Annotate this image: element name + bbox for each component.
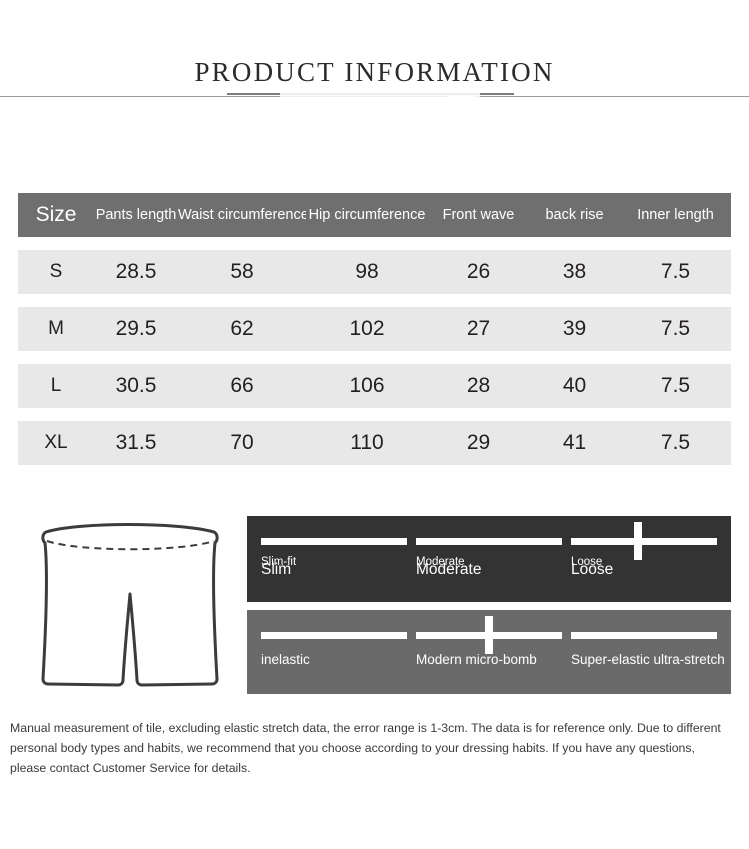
cell-pants-length: 29.5 <box>115 317 157 340</box>
column-header-waist-circumference: Waist circumference <box>178 207 306 223</box>
cell-inner-length: 7.5 <box>660 260 691 283</box>
cell-pants-length: 28.5 <box>115 260 157 283</box>
cell-pants-length: 31.5 <box>115 431 157 454</box>
stretch-segment-bar <box>571 632 717 639</box>
cell-size: XL <box>44 432 68 453</box>
page-title: PRODUCT INFORMATION <box>194 57 555 87</box>
cell-front-wave: 28 <box>466 374 491 397</box>
column-header-inner-length: Inner length <box>637 207 714 223</box>
fit-label-small: Slim-fit <box>261 556 297 568</box>
fit-segment-bar <box>571 538 717 545</box>
lower-section: Slim-fit Slim Moderate Moderate Loose Lo… <box>0 508 749 704</box>
cell-pants-length: 30.5 <box>115 374 157 397</box>
fit-scale-panel: Slim-fit Slim Moderate Moderate Loose Lo… <box>247 516 731 602</box>
column-header-hip-circumference: Hip circumference <box>308 207 426 223</box>
column-header-size: Size <box>35 203 77 226</box>
fit-selected-marker-icon <box>634 522 642 560</box>
cell-hip: 102 <box>349 317 385 340</box>
cell-back-rise: 38 <box>562 260 587 283</box>
cell-back-rise: 39 <box>562 317 587 340</box>
cell-back-rise: 40 <box>562 374 587 397</box>
cell-size: S <box>49 261 63 282</box>
stretch-label: Super-elastic ultra-stretch <box>571 652 725 667</box>
cell-inner-length: 7.5 <box>660 374 691 397</box>
column-header-back-rise: back rise <box>545 207 604 223</box>
cell-front-wave: 29 <box>466 431 491 454</box>
fit-segment-moderate[interactable]: Moderate Moderate <box>416 534 562 590</box>
stretch-segment-bar <box>261 632 407 639</box>
cell-size: L <box>50 375 62 396</box>
title-underline <box>227 93 514 95</box>
cell-waist: 70 <box>230 431 254 454</box>
stretch-selected-marker-icon <box>485 616 493 654</box>
stretch-label: inelastic <box>261 652 310 667</box>
fit-segment-slim[interactable]: Slim-fit Slim <box>261 534 407 590</box>
cell-inner-length: 7.5 <box>660 431 691 454</box>
fit-segment-bar <box>416 538 562 545</box>
stretch-label: Modern micro-bomb <box>416 652 537 667</box>
table-row: M 29.5 62 102 27 39 7.5 <box>18 307 731 351</box>
fit-label-large: Moderate <box>416 561 482 578</box>
fit-label-small: Moderate <box>416 556 465 568</box>
horizontal-rule <box>0 96 749 97</box>
stretch-segment-modern-micro-bomb[interactable]: Modern micro-bomb <box>416 616 562 684</box>
column-header-front-wave: Front wave <box>442 207 515 223</box>
stretch-segment-inelastic[interactable]: inelastic <box>261 628 407 684</box>
cell-waist: 58 <box>230 260 254 283</box>
fit-scale: Slim-fit Slim Moderate Moderate Loose Lo… <box>261 522 717 590</box>
fit-segment-bar <box>261 538 407 545</box>
shorts-illustration <box>18 516 242 698</box>
cell-waist: 62 <box>230 317 254 340</box>
cell-inner-length: 7.5 <box>660 317 691 340</box>
size-table: Size Pants length Waist circumference Hi… <box>18 193 731 465</box>
stretch-scale-panel: inelastic Modern micro-bomb Super-elasti… <box>247 610 731 694</box>
fit-label-large: Slim <box>261 561 292 578</box>
fit-panels: Slim-fit Slim Moderate Moderate Loose Lo… <box>247 516 731 702</box>
table-header-row: Size Pants length Waist circumference Hi… <box>18 193 731 237</box>
cell-back-rise: 41 <box>562 431 587 454</box>
fit-label-small: Loose <box>571 556 603 568</box>
cell-waist: 66 <box>230 374 254 397</box>
footer-disclaimer: Manual measurement of tile, excluding el… <box>10 721 721 775</box>
column-header-pants-length: Pants length <box>95 207 177 223</box>
table-row: L 30.5 66 106 28 40 7.5 <box>18 364 731 408</box>
table-row: S 28.5 58 98 26 38 7.5 <box>18 250 731 294</box>
table-row: XL 31.5 70 110 29 41 7.5 <box>18 421 731 465</box>
cell-hip: 106 <box>349 374 385 397</box>
stretch-segment-super-elastic[interactable]: Super-elastic ultra-stretch <box>571 628 725 684</box>
title-block: PRODUCT INFORMATION <box>0 0 749 130</box>
fit-label-large: Loose <box>571 561 614 578</box>
fit-segment-loose[interactable]: Loose Loose <box>571 522 717 590</box>
cell-hip: 98 <box>355 260 379 283</box>
watermark-triangle-icon <box>447 96 475 114</box>
cell-front-wave: 26 <box>466 260 491 283</box>
cell-hip: 110 <box>350 431 384 454</box>
cell-size: M <box>48 318 64 339</box>
cell-front-wave: 27 <box>466 317 491 340</box>
stretch-scale: inelastic Modern micro-bomb Super-elasti… <box>261 616 725 684</box>
